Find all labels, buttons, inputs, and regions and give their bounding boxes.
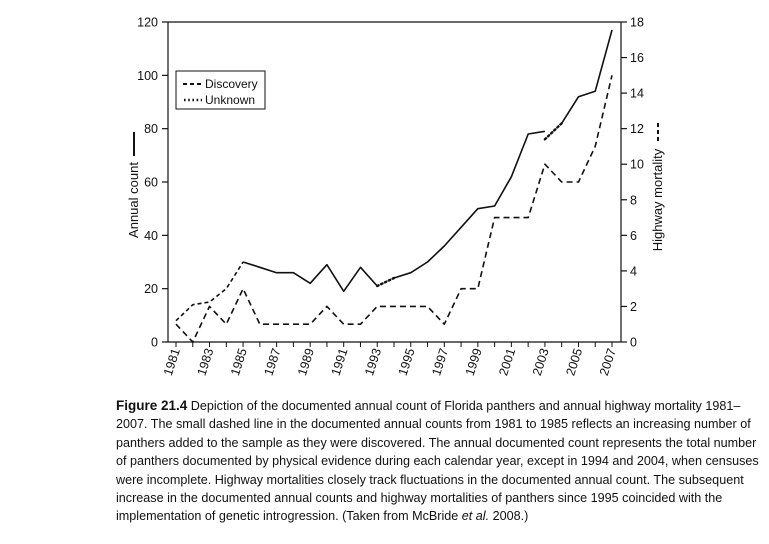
series-layer	[175, 29, 613, 343]
x-tick-label: 1981	[161, 347, 183, 378]
legend-unknown-label: Unknown	[205, 93, 255, 107]
figure-label: Figure 21.4	[116, 398, 188, 413]
left-tick-label: 40	[144, 229, 158, 243]
left-tick-label: 20	[144, 282, 158, 296]
x-tick-label: 1989	[295, 347, 317, 378]
left-tick-label: 120	[137, 16, 158, 30]
legend-discovery-label: Discovery	[205, 77, 258, 91]
left-tick-label: 60	[144, 176, 158, 190]
annual-count-line-3	[393, 130, 546, 279]
x-tick-label: 2005	[563, 347, 585, 378]
left-axis-label-text: Annual count	[126, 162, 141, 238]
right-tick-label: 4	[630, 264, 637, 278]
annual-count-line-4	[543, 122, 563, 141]
annual-count-line-5	[561, 29, 613, 124]
left-tick-label: 80	[144, 122, 158, 136]
chart: 0 20 40 60 80 100 120 0 2 4 6 8 10 12 14 16 18 1981 1983…	[126, 16, 665, 378]
right-axis-label: Highway mortality	[650, 122, 665, 251]
right-tick-label: 18	[630, 16, 644, 30]
right-tick-label: 2	[630, 300, 637, 314]
right-tick-label: 16	[630, 51, 644, 65]
x-tick-label: 1987	[262, 347, 284, 378]
right-tick-label: 14	[630, 87, 644, 101]
x-tick-label: 1995	[396, 347, 418, 378]
legend: Discovery Unknown	[175, 70, 266, 110]
x-tick-label: 2003	[530, 347, 552, 378]
annual-count-line-2	[376, 276, 396, 288]
highway-mortality-line-6	[175, 75, 613, 343]
right-tick-label: 6	[630, 229, 637, 243]
caption-et-al: et al.	[461, 509, 490, 524]
annual-count-line-1	[242, 261, 378, 293]
right-tick-label: 10	[630, 158, 644, 172]
x-tick-label: 1993	[362, 347, 384, 378]
annual-count-line-0	[175, 261, 244, 322]
left-tick-label: 100	[137, 69, 158, 83]
right-axis-ticks: 0 2 4 6 8 10 12 14 16 18	[621, 16, 644, 350]
x-tick-label: 1999	[463, 347, 485, 378]
figure-caption: Figure 21.4 Depiction of the documented …	[116, 397, 762, 526]
right-tick-label: 12	[630, 122, 644, 136]
x-tick-label: 1991	[329, 347, 351, 378]
x-tick-label: 1985	[228, 347, 250, 378]
left-tick-label: 0	[151, 336, 158, 350]
x-tick-label: 1997	[429, 347, 451, 378]
plot-frame	[167, 21, 622, 343]
legend-box	[175, 70, 266, 110]
x-axis-ticks: 1981 1983 1985 1987 1989 1991 1993 1995 1997 1999…	[161, 342, 619, 377]
x-tick-label: 1983	[194, 347, 216, 378]
x-tick-label: 2001	[496, 347, 518, 378]
right-tick-label: 8	[630, 193, 637, 207]
caption-text-end: 2008.)	[489, 509, 529, 524]
right-tick-label: 0	[630, 336, 637, 350]
right-axis-label-text: Highway mortality	[650, 148, 665, 251]
x-tick-label: 2007	[597, 347, 619, 378]
caption-text: Depiction of the documented annual count…	[116, 399, 759, 524]
left-axis-label: Annual count	[126, 132, 141, 238]
left-axis-ticks: 0 20 40 60 80 100 120	[137, 16, 168, 350]
